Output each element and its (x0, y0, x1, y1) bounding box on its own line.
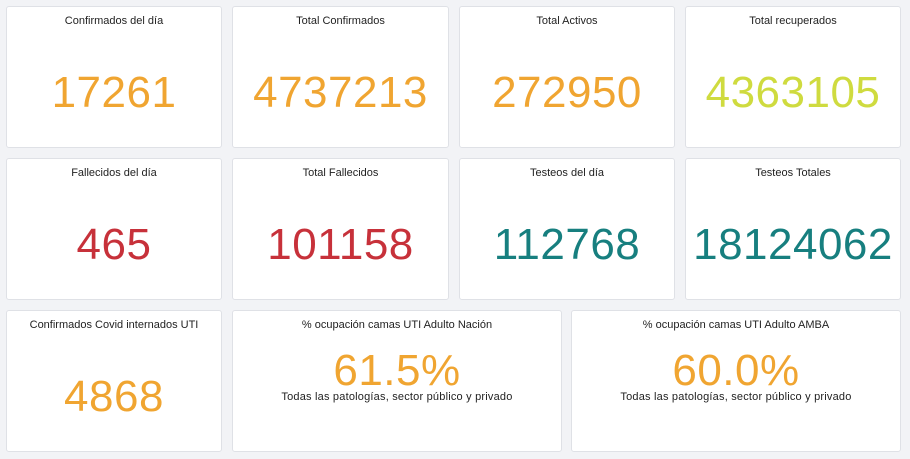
card-value: 465 (76, 220, 152, 269)
card-value: 18124062 (693, 220, 893, 269)
card-value: 4737213 (253, 68, 428, 117)
card-value: 60.0% (672, 346, 800, 395)
card-fallecidos-del-dia: Fallecidos del día 465 (6, 158, 222, 300)
card-testeos-totales: Testeos Totales 18124062 (685, 158, 901, 300)
card-total-confirmados: Total Confirmados 4737213 (232, 6, 449, 148)
card-title: Testeos Totales (755, 167, 831, 179)
card-title: Fallecidos del día (71, 167, 157, 179)
card-subtitle: Todas las patologías, sector público y p… (620, 391, 852, 403)
card-subtitle: Todas las patologías, sector público y p… (281, 391, 513, 403)
card-value: 101158 (267, 220, 414, 269)
card-total-activos: Total Activos 272950 (459, 6, 675, 148)
card-value: 4363105 (705, 68, 881, 117)
card-ocupacion-uti-nacion: % ocupación camas UTI Adulto Nación 61.5… (232, 310, 562, 452)
card-testeos-del-dia: Testeos del día 112768 (459, 158, 675, 300)
card-title: Testeos del día (530, 167, 604, 179)
card-value: 17261 (51, 68, 177, 117)
card-value: 272950 (492, 68, 642, 117)
card-title: % ocupación camas UTI Adulto Nación (301, 319, 493, 331)
card-title: Total recuperados (749, 15, 837, 27)
card-ocupacion-uti-amba: % ocupación camas UTI Adulto AMBA 60.0% … (571, 310, 901, 452)
card-value: 4868 (64, 372, 164, 421)
card-title: Total Confirmados (296, 15, 385, 27)
card-total-fallecidos: Total Fallecidos 101158 (232, 158, 449, 300)
card-title: Total Activos (536, 15, 598, 27)
card-total-recuperados: Total recuperados 4363105 (685, 6, 901, 148)
card-title: Confirmados Covid internados UTI (29, 319, 199, 331)
card-value: 61.5% (333, 346, 461, 395)
card-title: % ocupación camas UTI Adulto AMBA (642, 319, 830, 331)
card-value: 112768 (493, 220, 641, 269)
card-title: Total Fallecidos (302, 167, 379, 179)
card-title: Confirmados del día (64, 15, 164, 27)
card-confirmados-covid-internados-uti: Confirmados Covid internados UTI 4868 (6, 310, 222, 452)
card-confirmados-del-dia: Confirmados del día 17261 (6, 6, 222, 148)
